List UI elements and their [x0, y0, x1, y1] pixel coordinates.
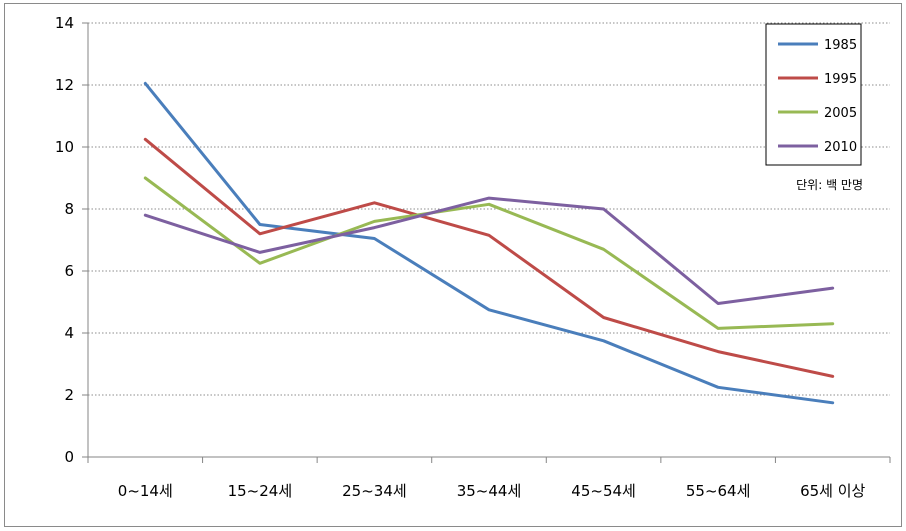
x-tick-label: 25~34세 — [342, 482, 407, 500]
unit-note: 단위: 백 만명 — [796, 178, 863, 192]
series-lines — [143, 81, 835, 405]
y-tick-label: 10 — [55, 138, 74, 156]
legend-box — [765, 23, 862, 166]
gridlines — [88, 22, 890, 396]
x-tick-label: 15~24세 — [228, 482, 293, 500]
x-tick-label: 35~44세 — [457, 482, 522, 500]
x-tick-label: 65세 이상 — [800, 482, 865, 500]
legend-label-2010: 2010 — [824, 140, 857, 155]
x-tick-label: 45~54세 — [571, 482, 636, 500]
legend-label-1995: 1995 — [824, 72, 857, 87]
y-tick-label: 8 — [64, 200, 74, 218]
series-line-2005 — [143, 176, 835, 330]
legend: 1985 1995 2005 2010 — [765, 23, 862, 166]
y-tick-label: 0 — [64, 448, 74, 466]
y-tick-label: 14 — [55, 14, 74, 32]
legend-label-1985: 1985 — [824, 38, 857, 53]
x-tick-label: 0~14세 — [118, 482, 173, 500]
y-tick-label: 4 — [64, 324, 74, 342]
y-tick-label: 2 — [64, 386, 74, 404]
y-tick-label: 12 — [55, 76, 74, 94]
series-line-1995 — [143, 137, 835, 378]
chart-frame — [4, 3, 902, 527]
series-line-2010 — [143, 196, 835, 305]
series-line-1985 — [143, 81, 835, 405]
legend-label-2005: 2005 — [824, 106, 857, 121]
axes: 0 2 4 6 8 10 12 14 0~14세 15~24세 25~34세 35~44세 45~54세… — [55, 14, 891, 500]
y-tick-label: 6 — [64, 262, 74, 280]
x-tick-label: 55~64세 — [686, 482, 751, 500]
